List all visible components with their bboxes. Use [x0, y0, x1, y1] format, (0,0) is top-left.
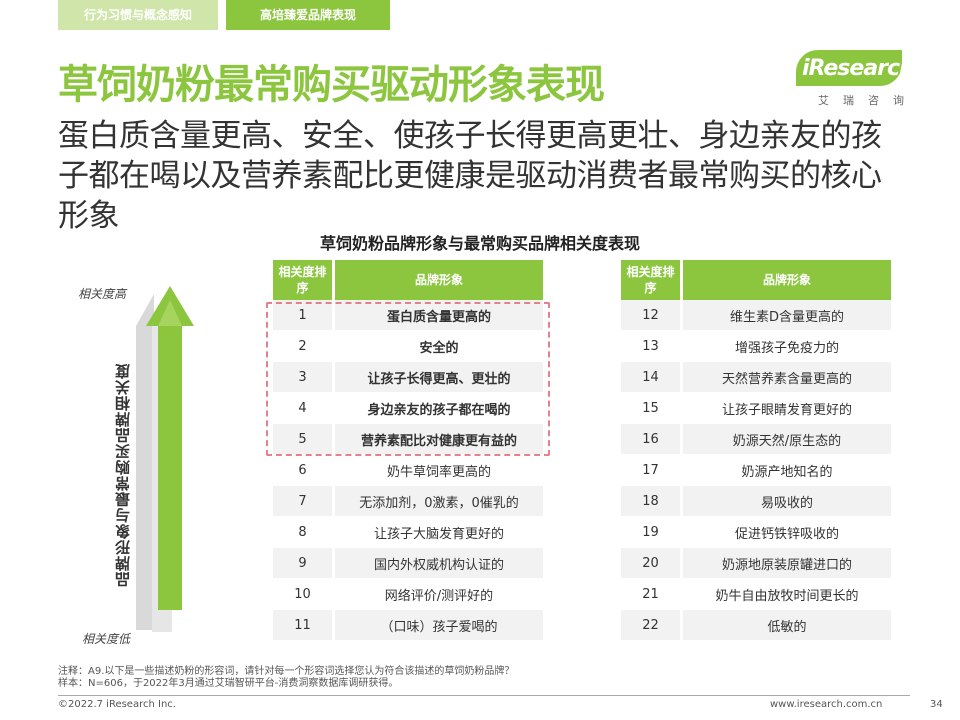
- page-title: 草饲奶粉最常购买驱动形象表现: [58, 62, 605, 108]
- table-row: 12 维生素D含量更高的: [621, 300, 891, 331]
- table-row: 18 易吸收的: [621, 486, 891, 517]
- table-header-row: 相关度排序 品牌形象: [621, 260, 891, 300]
- brand-image-cell: 奶源天然/原生态的: [683, 424, 891, 455]
- rank-cell: 17: [621, 455, 683, 486]
- footnote-note: 注释：A9.以下是一些描述奶粉的形容词，请针对每一个形容词选择您认为符合该描述的…: [58, 666, 515, 677]
- brand-image-cell: 易吸收的: [683, 486, 891, 517]
- top-five-highlight: [266, 302, 550, 456]
- table-row: 1 蛋白质含量更高的: [273, 300, 543, 331]
- table-row: 8 让孩子大脑发育更好的: [273, 517, 543, 548]
- table-title: 草饲奶粉品牌形象与最常购买品牌相关度表现: [319, 234, 640, 253]
- rank-cell: 22: [621, 610, 683, 641]
- brand-image-cell: 让孩子眼睛发育更好的: [683, 393, 891, 424]
- rank-cell: 13: [621, 331, 683, 362]
- tab-behavior-habits[interactable]: 行为习惯与概念感知: [58, 0, 218, 30]
- brand-image-cell: 让孩子大脑发育更好的: [335, 517, 543, 548]
- axis-label-low: 相关度低: [82, 632, 131, 646]
- footnote-sample: 样本：N=606，于2022年3月通过艾瑞智研平台-消费洞察数据库调研获得。: [58, 678, 399, 689]
- rank-cell: 11: [273, 610, 335, 641]
- brand-image-cell: 让孩子长得更高、更壮的: [335, 362, 543, 393]
- brand-image-cell: 奶牛自由放牧时间更长的: [683, 579, 891, 610]
- brand-header: 品牌形象: [335, 260, 543, 300]
- table-row: 15 让孩子眼睛发育更好的: [621, 393, 891, 424]
- brand-image-cell: 维生素D含量更高的: [683, 300, 891, 331]
- logo-subtext: 艾瑞咨询: [818, 94, 918, 107]
- table-row: 2 安全的: [273, 331, 543, 362]
- table-row: 7 无添加剂，0激素，0催乳的: [273, 486, 543, 517]
- rank-cell: 9: [273, 548, 335, 579]
- rank-cell: 8: [273, 517, 335, 548]
- table-row: 11 （口味）孩子爱喝的: [273, 610, 543, 641]
- rank-cell: 7: [273, 486, 335, 517]
- left-table-body: 1 蛋白质含量更高的 2 安全的 3 让孩子长得更高、更壮的 4 身边亲友的孩子都在喝的 5 营养…: [273, 300, 543, 641]
- footnote: 注释：A9.以下是一些描述奶粉的形容词，请针对每一个形容词选择您认为符合该描述的…: [58, 666, 514, 690]
- rank-header: 相关度排序: [273, 260, 335, 300]
- logo-leaf-icon: [796, 50, 902, 86]
- brand-image-cell: 蛋白质含量更高的: [335, 300, 543, 331]
- rank-header: 相关度排序: [621, 260, 683, 300]
- rank-cell: 3: [273, 362, 335, 393]
- rank-cell: 12: [621, 300, 683, 331]
- logo-text: iResearch: [802, 56, 915, 81]
- brand-image-cell: 奶源地原装原罐进口的: [683, 548, 891, 579]
- rank-cell: 21: [621, 579, 683, 610]
- table-row: 5 营养素配比对健康更有益的: [273, 424, 543, 455]
- rank-cell: 4: [273, 393, 335, 424]
- brand-image-cell: 奶牛草饲率更高的: [335, 455, 543, 486]
- rank-cell: 14: [621, 362, 683, 393]
- rank-cell: 18: [621, 486, 683, 517]
- brand-image-cell: （口味）孩子爱喝的: [335, 610, 543, 641]
- table-row: 3 让孩子长得更高、更壮的: [273, 362, 543, 393]
- right-table-body: 12 维生素D含量更高的 13 增强孩子免疫力的 14 天然营养素含量更高的 15 让孩子眼睛…: [621, 300, 891, 641]
- brand-image-cell: 国内外权威机构认证的: [335, 548, 543, 579]
- brand-image-cell: 奶源产地知名的: [683, 455, 891, 486]
- left-ranking-table: 相关度排序 品牌形象 1 蛋白质含量更高的 2 安全的 3 让孩子长得更高、更壮的 4 身边亲…: [273, 260, 543, 641]
- brand-image-cell: 网络评价/测评好的: [335, 579, 543, 610]
- up-arrow-icon: [136, 286, 194, 632]
- table-row: 17 奶源产地知名的: [621, 455, 891, 486]
- rank-cell: 2: [273, 331, 335, 362]
- right-ranking-table: 相关度排序 品牌形象 12 维生素D含量更高的 13 增强孩子免疫力的 14 天然营养素含…: [621, 260, 891, 641]
- brand-image-cell: 身边亲友的孩子都在喝的: [335, 393, 543, 424]
- brand-image-cell: 安全的: [335, 331, 543, 362]
- brand-image-cell: 促进钙铁锌吸收的: [683, 517, 891, 548]
- rank-cell: 1: [273, 300, 335, 331]
- table-row: 22 低敏的: [621, 610, 891, 641]
- table-row: 10 网络评价/测评好的: [273, 579, 543, 610]
- page-number: 34: [930, 699, 943, 710]
- table-row: 4 身边亲友的孩子都在喝的: [273, 393, 543, 424]
- table-row: 13 增强孩子免疫力的: [621, 331, 891, 362]
- brand-image-cell: 营养素配比对健康更有益的: [335, 424, 543, 455]
- footer-website[interactable]: www.iresearch.com.cn: [770, 699, 883, 710]
- iresearch-logo: iResearch 艾瑞咨询: [790, 50, 915, 110]
- axis-label-vertical: 品牌形象与最常购买品牌相关度: [114, 363, 132, 587]
- footer-copyright: ©2022.7 iResearch Inc.: [58, 699, 176, 710]
- brand-image-cell: 天然营养素含量更高的: [683, 362, 891, 393]
- page-subtitle: 蛋白质含量更高、安全、使孩子长得更高更壮、身边亲友的孩子都在喝以及营养素配比更健…: [58, 118, 882, 234]
- table-row: 16 奶源天然/原生态的: [621, 424, 891, 455]
- axis-label-high: 相关度高: [78, 287, 127, 301]
- rank-cell: 6: [273, 455, 335, 486]
- table-row: 6 奶牛草饲率更高的: [273, 455, 543, 486]
- table-row: 19 促进钙铁锌吸收的: [621, 517, 891, 548]
- brand-header: 品牌形象: [683, 260, 891, 300]
- brand-image-cell: 无添加剂，0激素，0催乳的: [335, 486, 543, 517]
- table-header-row: 相关度排序 品牌形象: [273, 260, 543, 300]
- rank-cell: 16: [621, 424, 683, 455]
- rank-cell: 15: [621, 393, 683, 424]
- table-row: 9 国内外权威机构认证的: [273, 548, 543, 579]
- footer-divider: [58, 695, 910, 696]
- rank-cell: 10: [273, 579, 335, 610]
- table-row: 21 奶牛自由放牧时间更长的: [621, 579, 891, 610]
- table-row: 14 天然营养素含量更高的: [621, 362, 891, 393]
- table-row: 20 奶源地原装原罐进口的: [621, 548, 891, 579]
- tab-brand-performance[interactable]: 高培臻爱品牌表现: [226, 0, 390, 30]
- rank-cell: 20: [621, 548, 683, 579]
- brand-image-cell: 低敏的: [683, 610, 891, 641]
- brand-image-cell: 增强孩子免疫力的: [683, 331, 891, 362]
- rank-cell: 19: [621, 517, 683, 548]
